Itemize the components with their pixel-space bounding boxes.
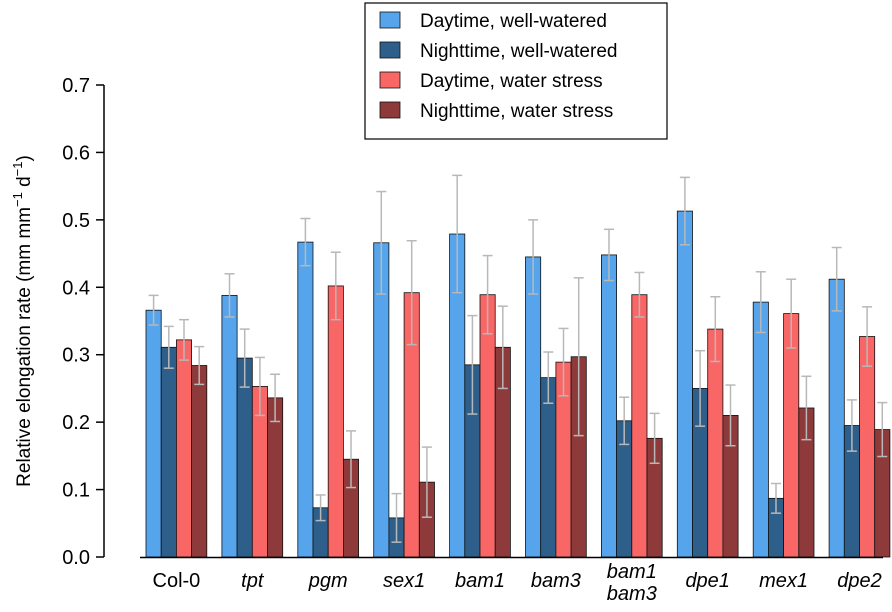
- bar: [175, 339, 192, 558]
- bar: [236, 357, 253, 558]
- category-label: pgm: [308, 570, 348, 592]
- bar: [859, 336, 876, 558]
- y-tick-label: 0.0: [62, 547, 90, 569]
- y-tick-label: 0.3: [62, 345, 90, 367]
- bar: [160, 346, 177, 558]
- y-tick-label: 0.7: [62, 75, 90, 97]
- bar: [707, 328, 724, 558]
- y-tick-label: 0.1: [62, 480, 90, 502]
- bar: [525, 256, 542, 558]
- bar: [783, 313, 800, 558]
- bar: [601, 254, 618, 558]
- category-label: dpe2: [837, 570, 882, 592]
- category-label: tpt: [241, 570, 265, 592]
- category-label: bam1: [607, 561, 657, 583]
- legend-swatch: [379, 41, 401, 59]
- y-tick-label: 0.6: [62, 142, 90, 164]
- legend-swatch: [379, 101, 401, 119]
- bar-groups: [145, 174, 891, 558]
- legend-label: Nighttime, water stress: [420, 101, 613, 122]
- category-label: sex1: [383, 570, 425, 592]
- bar: [828, 278, 845, 558]
- y-tick-label: 0.5: [62, 210, 90, 232]
- category-label: bam1: [455, 570, 505, 592]
- category-label: Col-0: [153, 570, 201, 592]
- legend-swatch: [379, 71, 401, 89]
- legend: Daytime, well-watered Nighttime, well-wat…: [364, 2, 668, 140]
- bar: [631, 294, 648, 558]
- category-label-line2: bam3: [607, 583, 657, 605]
- y-axis: 0.0 0.1 0.2 0.3 0.4 0.5 0.6 0.7: [62, 75, 105, 569]
- legend-label: Daytime, well-watered: [420, 11, 607, 32]
- legend-swatch: [379, 11, 401, 29]
- legend-label: Daytime, water stress: [420, 71, 603, 92]
- bar: [327, 285, 344, 558]
- bar: [191, 365, 208, 558]
- bar: [221, 294, 238, 558]
- legend-label: Nighttime, well-watered: [420, 41, 617, 62]
- bar: [297, 241, 314, 558]
- y-tick-label: 0.4: [62, 277, 90, 299]
- category-label: mex1: [759, 570, 808, 592]
- bar: [145, 309, 162, 558]
- legend-box: [364, 2, 668, 140]
- category-label: bam3: [531, 570, 581, 592]
- bar: [540, 377, 557, 558]
- y-tick-label: 0.2: [62, 412, 90, 434]
- bar: [676, 210, 693, 558]
- category-label: dpe1: [685, 570, 730, 592]
- bar: [752, 301, 769, 558]
- y-axis-label: Relative elongation rate (mm mm−1 d−1): [10, 155, 35, 487]
